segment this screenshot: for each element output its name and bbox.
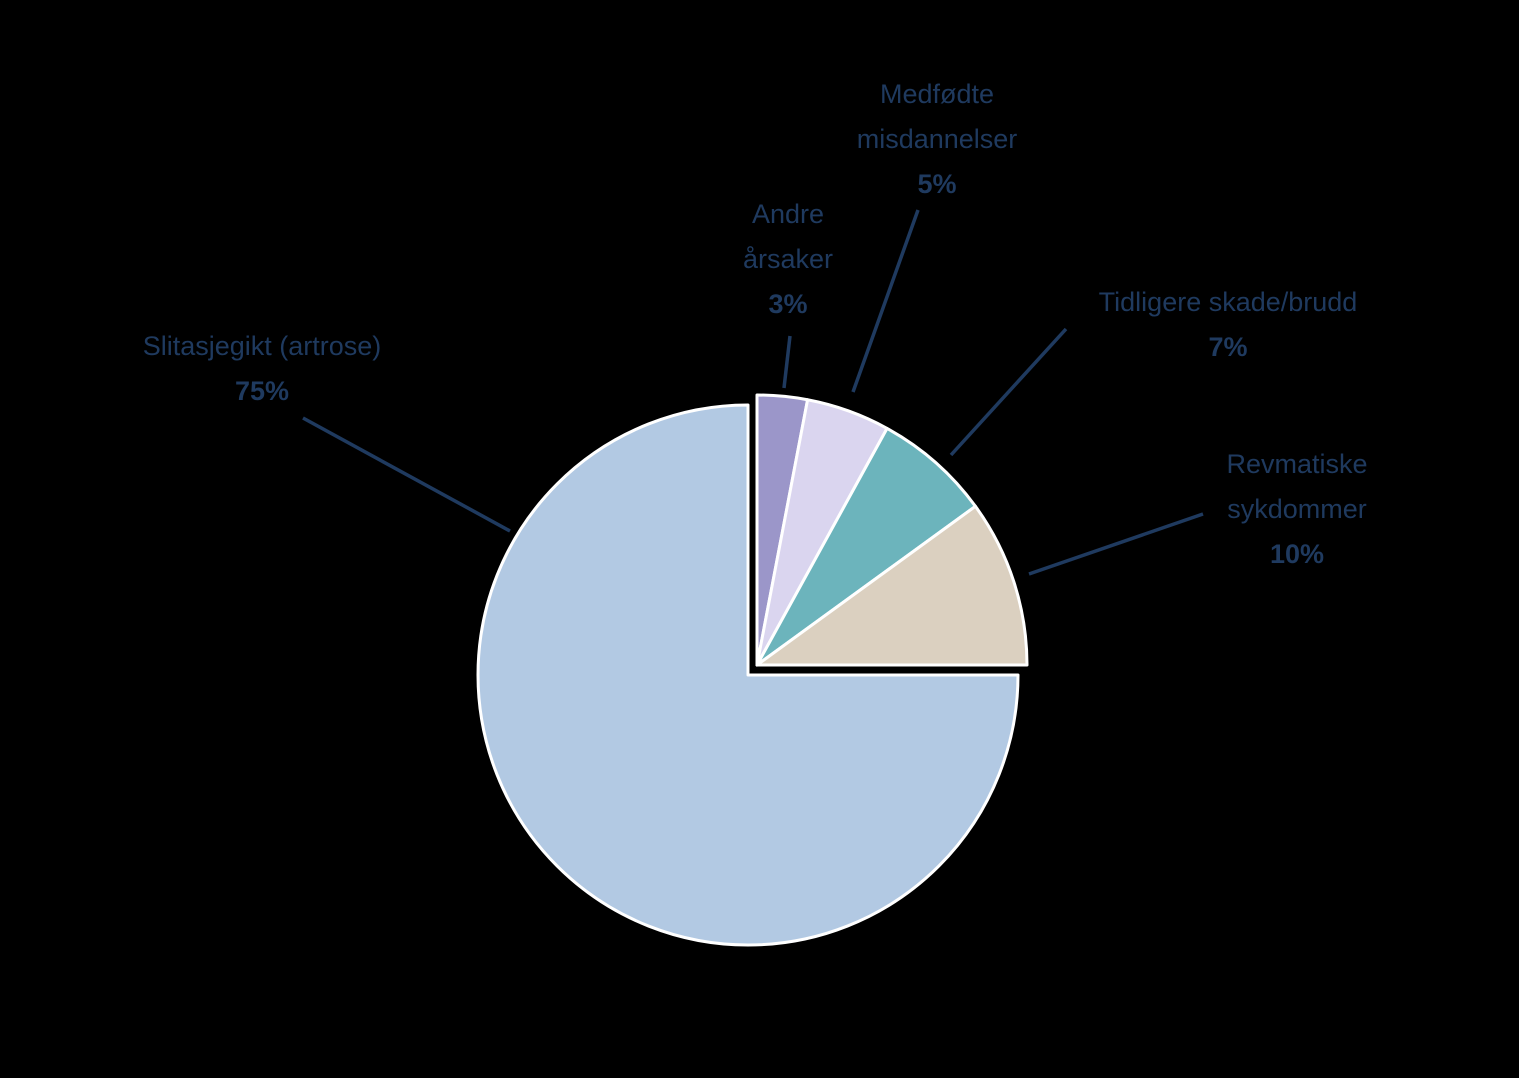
pie-slice-slitasjegikt-artrose bbox=[476, 403, 1020, 947]
leader-line-revmatiske-sykdommer bbox=[1028, 512, 1204, 576]
slice-percent-text: 3% bbox=[768, 289, 808, 319]
slice-label-revmatiske-sykdommer: Revmatiske sykdommer 10% bbox=[1182, 442, 1412, 577]
slice-percent-text: 10% bbox=[1269, 539, 1325, 569]
slice-label-andre-arsaker: Andre årsaker 3% bbox=[713, 192, 863, 327]
pie-slice-tidligere-skade-brudd bbox=[755, 426, 977, 667]
leader-line-tidligere-skade-brudd bbox=[949, 327, 1068, 457]
slice-label-text: Tidligere skade/brudd bbox=[1098, 287, 1358, 317]
leader-line-slitasjegikt-artrose bbox=[302, 416, 511, 533]
slice-label-medfodte-misdannelser: Medfødte misdannelser 5% bbox=[812, 72, 1062, 207]
slice-label-text: Medfødte misdannelser bbox=[856, 79, 1018, 154]
pie-slice-revmatiske-sykdommer bbox=[755, 504, 1029, 667]
slice-label-tidligere-skade-brudd: Tidligere skade/brudd 7% bbox=[1018, 280, 1438, 370]
slice-label-text: Slitasjegikt (artrose) bbox=[142, 331, 382, 361]
slice-percent-text: 5% bbox=[917, 169, 957, 199]
slice-percent-text: 75% bbox=[234, 376, 290, 406]
leader-line-andre-arsaker bbox=[782, 335, 792, 389]
leader-line-medfodte-misdannelser bbox=[851, 209, 920, 393]
slice-label-text: Revmatiske sykdommer bbox=[1226, 449, 1368, 524]
slice-percent-text: 7% bbox=[1208, 332, 1248, 362]
slice-label-slitasjegikt-artrose: Slitasjegikt (artrose) 75% bbox=[52, 324, 472, 414]
slice-label-text: Andre årsaker bbox=[742, 199, 834, 274]
